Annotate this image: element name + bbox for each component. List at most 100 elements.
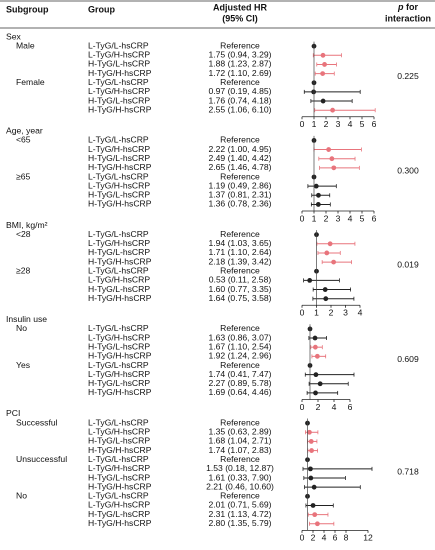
group-label: H-TyG/H-hsCRP (88, 68, 152, 78)
group-label: L-TyG/H-hsCRP (88, 50, 150, 60)
x-tick-label: 6 (372, 119, 377, 129)
x-tick-label: 0 (300, 402, 305, 412)
hr-point (331, 165, 337, 171)
hr-label: 1.60 (0.77, 3.35) (208, 284, 271, 294)
group-label: L-TyG/L-hsCRP (88, 323, 149, 333)
hr-point (308, 466, 313, 472)
group-label: L-TyG/L-hsCRP (88, 417, 149, 427)
hr-point (312, 512, 318, 518)
hr-point (320, 98, 326, 104)
hr-label: 2.01 (0.71, 5.69) (208, 500, 271, 510)
hr-point (314, 353, 320, 359)
hr-label: 1.64 (0.75, 3.58) (208, 293, 271, 303)
group-label: L-TyG/L-hsCRP (88, 40, 149, 50)
hr-label: 2.80 (1.35, 5.79) (208, 518, 271, 528)
hr-point (307, 429, 312, 435)
group-label: L-TyG/L-hsCRP (88, 135, 149, 145)
hr-label: Reference (220, 229, 260, 239)
hr-label: 0.97 (0.19, 4.85) (208, 86, 271, 96)
hr-label: 1.88 (1.23, 2.87) (208, 59, 271, 69)
header-subgroup: Subgroup (6, 4, 49, 14)
x-tick-label: 4 (332, 402, 337, 412)
hr-label: 1.68 (1.04, 2.71) (208, 436, 271, 446)
hr-label: 2.21 (0.46, 10.60) (206, 481, 274, 491)
group-label: H-TyG/H-hsCRP (88, 199, 152, 209)
hr-label: 1.76 (0.74, 4.18) (208, 95, 271, 105)
group-label: L-TyG/L-hsCRP (88, 229, 149, 239)
x-tick-label: 2 (324, 213, 329, 223)
x-tick-label: 3 (336, 213, 341, 223)
hr-label: Reference (220, 266, 260, 276)
group-label: H-TyG/L-hsCRP (88, 472, 150, 482)
x-tick-label: 0 (300, 533, 305, 543)
hr-label: 1.63 (0.86, 3.07) (208, 332, 271, 342)
hr-label: 2.22 (1.00, 4.95) (208, 144, 271, 154)
hr-point (331, 259, 337, 265)
subgroup-label: Unsuccessful (16, 454, 67, 464)
x-tick-label: 0 (300, 119, 305, 129)
hr-point (311, 89, 317, 95)
x-tick-label: 4 (348, 213, 353, 223)
x-tick-label: 1 (312, 213, 317, 223)
hr-label: Reference (220, 135, 260, 145)
group-label: H-TyG/H-hsCRP (88, 162, 152, 172)
hr-label: 1.75 (0.94, 3.29) (208, 50, 271, 60)
section-title: Insulin use (6, 314, 47, 324)
group-label: H-TyG/H-hsCRP (88, 351, 152, 361)
group-label: H-TyG/L-hsCRP (88, 190, 150, 200)
hr-point (327, 241, 333, 247)
hr-label: Reference (220, 77, 260, 87)
section-title: PCI (6, 408, 20, 418)
hr-point (322, 287, 328, 292)
group-label: L-TyG/H-hsCRP (88, 275, 150, 285)
hr-point (317, 381, 323, 387)
header-group: Group (88, 4, 115, 14)
hr-label: Reference (220, 171, 260, 181)
group-label: L-TyG/L-hsCRP (88, 454, 149, 464)
hr-label: 1.74 (1.07, 2.83) (208, 445, 271, 455)
hr-label: 2.55 (1.06, 6.10) (208, 104, 271, 114)
hr-point (315, 521, 320, 527)
header-hr: Adjusted HR (213, 2, 268, 12)
hr-point (309, 448, 314, 453)
hr-label: Reference (220, 454, 260, 464)
hr-label: Reference (220, 40, 260, 50)
hr-point (312, 335, 318, 341)
x-tick-label: 0 (300, 308, 305, 318)
hr-label: 1.92 (1.24, 2.96) (208, 351, 271, 361)
group-label: L-TyG/L-hsCRP (88, 171, 149, 181)
x-tick-label: 2 (311, 533, 316, 543)
hr-point (320, 71, 326, 76)
section-title: Sex (6, 31, 22, 41)
group-label: L-TyG/L-hsCRP (88, 266, 149, 276)
hr-point (320, 52, 326, 58)
group-label: L-TyG/L-hsCRP (88, 491, 149, 501)
x-tick-label: 2 (329, 308, 334, 318)
subgroup-label: <65 (16, 135, 31, 145)
header-p: p for (397, 2, 419, 12)
p-value: 0.019 (397, 260, 419, 270)
hr-point (330, 107, 335, 113)
subgroup-label: No (16, 323, 27, 333)
hr-label: 1.61 (0.33, 7.90) (208, 472, 271, 482)
hr-point (311, 484, 317, 490)
x-tick-label: 2 (324, 119, 329, 129)
hr-label: Reference (220, 323, 260, 333)
group-label: H-TyG/H-hsCRP (88, 256, 152, 266)
x-tick-label: 3 (343, 308, 348, 318)
group-label: H-TyG/L-hsCRP (88, 378, 150, 388)
hr-point (323, 296, 329, 302)
hr-point (308, 439, 314, 444)
group-label: L-TyG/H-hsCRP (88, 463, 150, 473)
hr-point (310, 503, 316, 508)
hr-label: 1.67 (1.10, 2.54) (208, 341, 271, 351)
group-label: H-TyG/H-hsCRP (88, 387, 152, 397)
group-label: H-TyG/L-hsCRP (88, 509, 150, 519)
hr-point (315, 202, 321, 207)
hr-label: 2.18 (1.39, 3.42) (208, 256, 271, 266)
section-title: Age, year (6, 126, 43, 136)
group-label: L-TyG/H-hsCRP (88, 500, 150, 510)
x-tick-label: 8 (344, 533, 349, 543)
subgroup-label: <28 (16, 229, 31, 239)
